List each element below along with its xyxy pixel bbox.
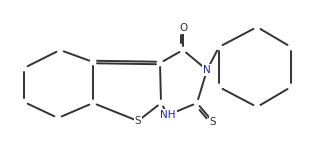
Text: S: S [210,117,216,127]
Text: NH: NH [160,110,176,120]
Text: S: S [135,116,141,126]
Text: N: N [203,65,211,75]
Text: O: O [179,23,187,33]
